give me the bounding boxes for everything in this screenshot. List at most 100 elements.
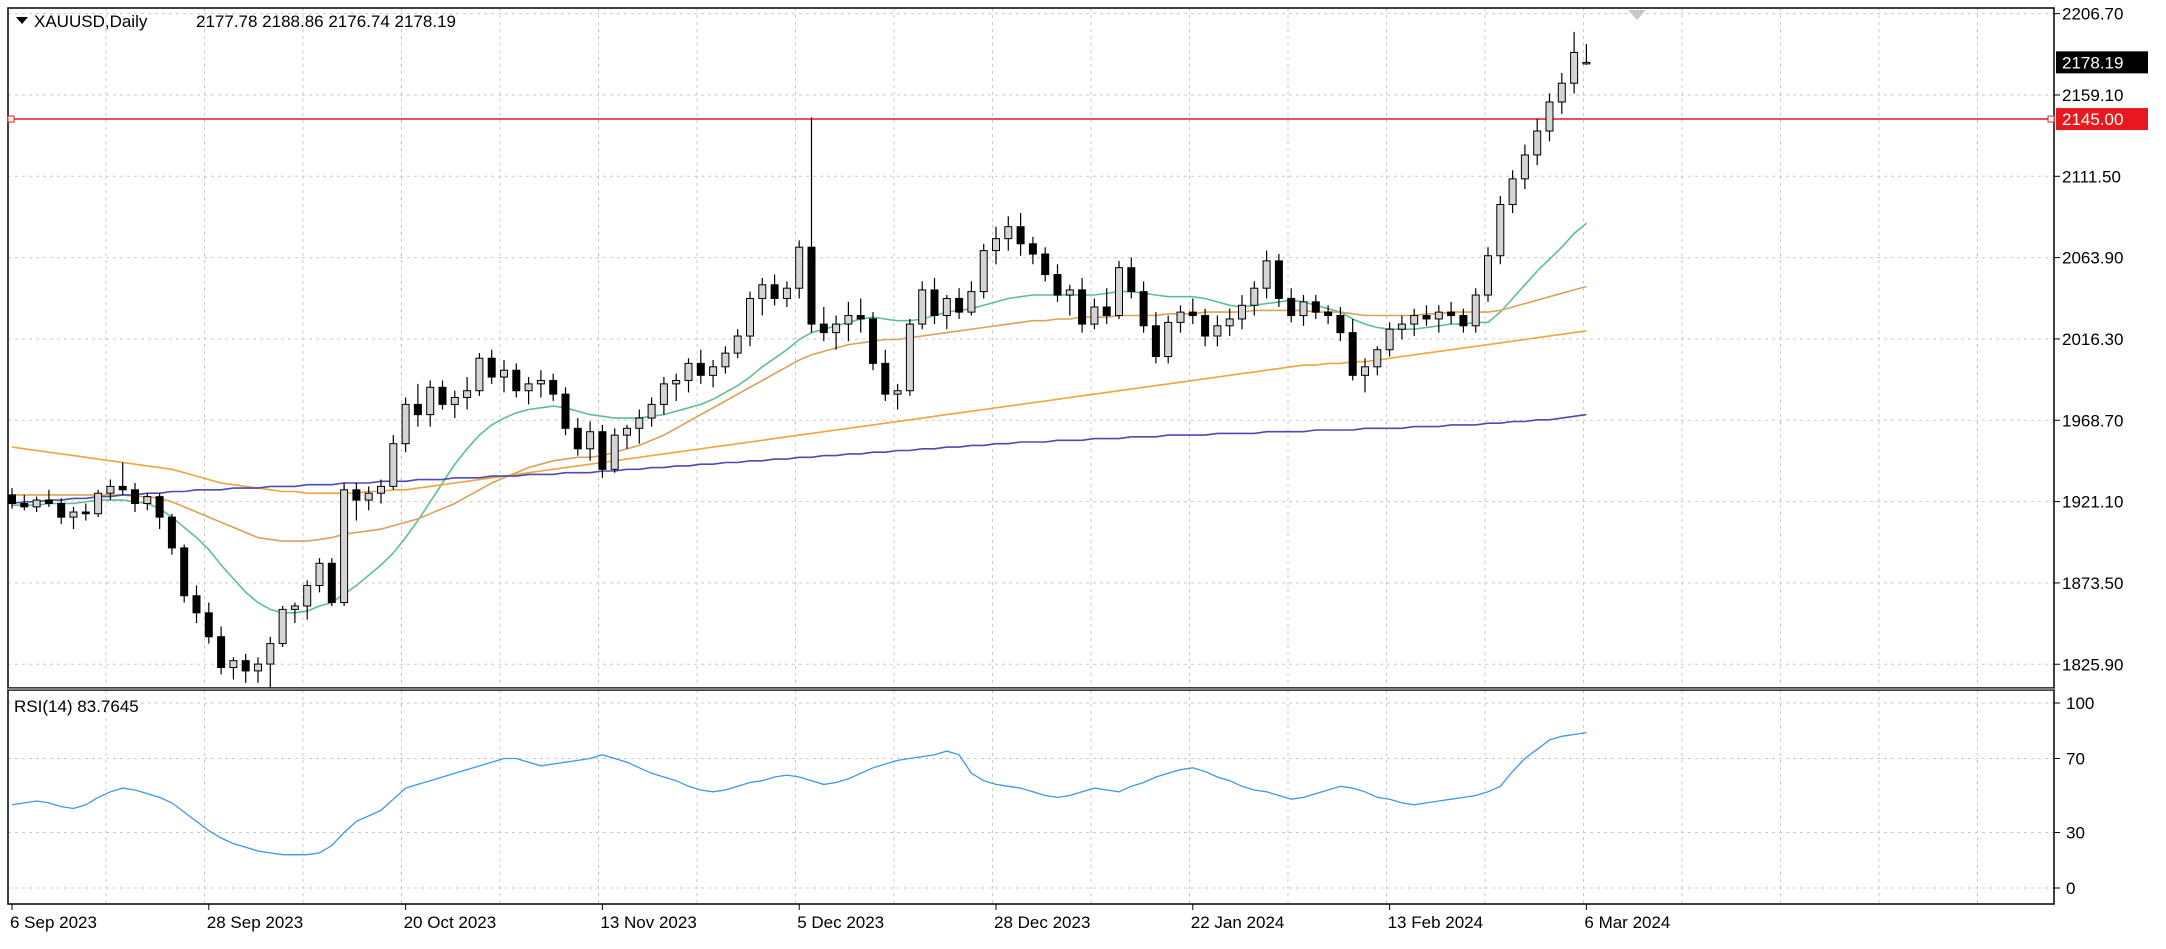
candle-body-bull	[69, 511, 78, 518]
candle	[266, 636, 275, 688]
price-tick-label: 1873.50	[2062, 574, 2123, 593]
candle-body-bear	[598, 431, 607, 470]
candle	[487, 349, 496, 384]
candle-body-bull	[795, 246, 804, 289]
candle-body-bull	[893, 390, 902, 395]
candle	[881, 349, 890, 401]
candle	[1151, 312, 1160, 364]
time-tick-label: 28 Sep 2023	[207, 913, 303, 932]
candle-body-bear	[1447, 311, 1456, 317]
candle	[401, 397, 410, 453]
candle-body-bull	[475, 357, 484, 392]
candle	[844, 301, 853, 342]
price-tick-label: 1968.70	[2062, 411, 2123, 430]
candle-body-bear	[807, 246, 816, 325]
candle-body-bull	[832, 323, 841, 334]
candle	[967, 281, 976, 316]
rsi-axis[interactable]: 100 70 30 0	[2054, 694, 2094, 898]
candle	[315, 558, 324, 593]
rsi-tick-label: 100	[2066, 694, 2094, 713]
scroll-marker-icon[interactable]	[1628, 10, 1646, 20]
candle-body-bear	[1053, 274, 1062, 296]
candle	[647, 397, 656, 427]
candle-body-bear	[1151, 325, 1160, 358]
candle-body-bull	[1262, 260, 1271, 289]
level-handle-right[interactable]	[2047, 115, 2055, 123]
candle	[1225, 308, 1234, 337]
candle	[1520, 144, 1529, 190]
candle-body-bear	[487, 357, 496, 378]
level-handle-left[interactable]	[7, 115, 15, 123]
candle-body-bull	[709, 366, 718, 376]
candle	[1201, 308, 1210, 347]
candle	[524, 377, 533, 405]
candle	[782, 281, 791, 307]
candle	[1299, 295, 1308, 326]
candle	[1496, 195, 1505, 265]
candle	[20, 494, 29, 511]
candle-body-bear	[856, 315, 865, 320]
candle-body-bull	[746, 297, 754, 337]
candle-body-bull	[733, 335, 742, 354]
candle-body-bull	[1250, 287, 1259, 306]
candle-body-bull	[1065, 289, 1074, 296]
candle	[856, 298, 865, 333]
candle	[1262, 250, 1271, 299]
price-tick-label: 2111.50	[2062, 167, 2121, 186]
candle-body-bear	[1459, 315, 1468, 327]
candle-body-bull	[106, 485, 115, 494]
candle-body-bear	[1311, 301, 1320, 313]
candle-body-bull	[1520, 154, 1529, 180]
candle-body-bull	[1496, 203, 1505, 257]
candle	[106, 479, 115, 501]
candle	[1484, 247, 1492, 302]
time-axis[interactable]: 6 Sep 2023 28 Sep 2023 20 Oct 2023 13 Nov 2…	[10, 904, 1670, 932]
time-tick-label: 13 Nov 2023	[600, 913, 696, 932]
candle	[1361, 358, 1369, 393]
candle-body-bear	[1336, 315, 1345, 334]
candle-body-bear	[8, 494, 16, 504]
price-axis[interactable]: 2206.70 2159.10 2111.50 2063.90 2016.30 1968.…	[2054, 5, 2148, 675]
candle-body-bull	[1176, 311, 1185, 323]
candle	[1582, 44, 1591, 65]
candle	[893, 383, 902, 410]
candle	[118, 462, 127, 495]
candle-body-bear	[1287, 297, 1296, 317]
candle-body-bull	[1570, 51, 1579, 84]
candle	[832, 315, 841, 350]
candle	[721, 346, 730, 374]
price-tick-label: 2206.70	[2062, 5, 2123, 24]
candle	[1127, 257, 1136, 299]
candle-body-bull	[1545, 101, 1554, 132]
candle	[573, 418, 582, 456]
candle	[1287, 288, 1296, 323]
candle-body-bear	[1016, 226, 1025, 245]
ma-long-line	[11, 413, 1587, 505]
candle-body-bull	[1582, 61, 1591, 65]
candle-body-bull	[672, 379, 681, 385]
candle	[684, 358, 693, 393]
candle-body-bear	[1078, 289, 1087, 325]
candle-body-bear	[561, 393, 570, 429]
candle-body-bear	[881, 362, 890, 395]
candle-body-bear	[1139, 291, 1148, 327]
candle-body-bull	[635, 417, 644, 429]
candle	[1016, 213, 1025, 256]
candle	[1041, 247, 1050, 282]
candle-body-bull	[623, 427, 631, 436]
candle	[94, 489, 103, 518]
candle	[327, 558, 336, 606]
candle	[1188, 298, 1197, 325]
candle	[450, 390, 459, 419]
candle	[389, 435, 398, 490]
candle	[979, 243, 988, 299]
candle	[1102, 288, 1111, 325]
collapse-triangle-icon[interactable]	[16, 17, 28, 24]
candle	[1397, 315, 1406, 340]
horizontal-level-line[interactable]	[7, 115, 2055, 123]
candle-body-bear	[81, 511, 90, 515]
candle	[217, 626, 226, 675]
candle	[770, 274, 779, 306]
